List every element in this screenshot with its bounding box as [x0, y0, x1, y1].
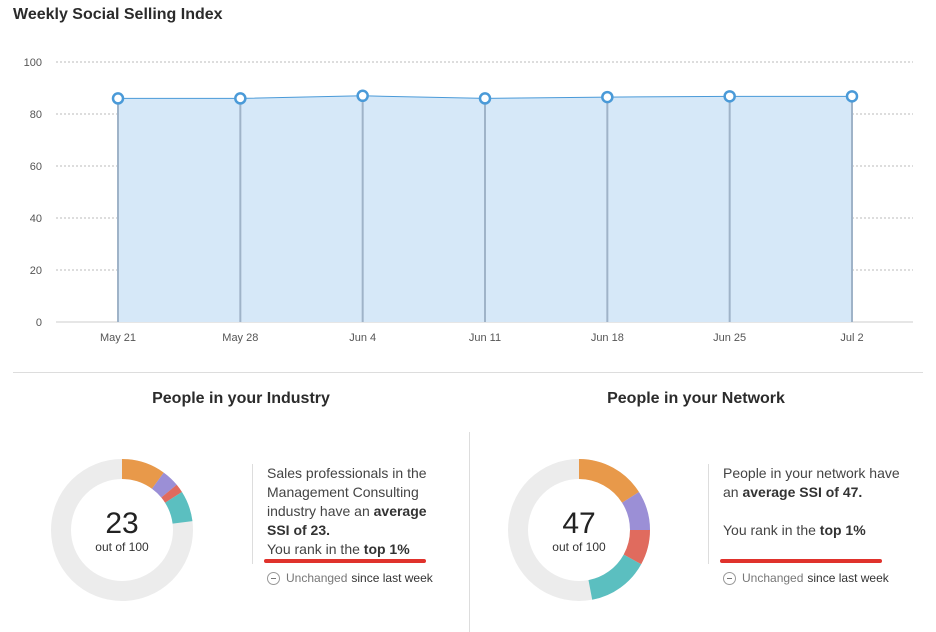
- network-panel-title: People in your Network: [607, 390, 785, 407]
- industry-desc-ssi: SSI of 23.: [267, 522, 331, 538]
- network-status-label: Unchanged: [742, 571, 804, 585]
- x-tick-label: Jul 2: [840, 332, 863, 344]
- y-tick-label: 100: [24, 57, 42, 69]
- industry-panel-title: People in your Industry: [152, 390, 330, 407]
- network-desc-line1: People in your network have: [723, 465, 900, 481]
- column-divider: [469, 432, 470, 632]
- industry-score: 23: [105, 507, 139, 540]
- industry-donut-chart: [51, 459, 193, 601]
- y-tick-label: 0: [36, 317, 42, 329]
- y-tick-label: 80: [30, 109, 42, 121]
- network-donut-chart: [508, 459, 650, 601]
- minus-circle-icon: [723, 571, 736, 585]
- data-point[interactable]: [845, 90, 859, 103]
- ssi-area-chart: 100 80 60 40 20 0 May 21 May 28 Jun 4 Jun 11 Jun 1…: [24, 57, 913, 344]
- industry-desc-line2: Management Consulting: [267, 484, 419, 500]
- industry-rank-text: You rank in the: [267, 541, 364, 557]
- data-point[interactable]: [723, 90, 736, 103]
- industry-status: Unchanged since last week: [267, 571, 433, 585]
- y-tick-label: 40: [30, 213, 42, 225]
- y-tick-label: 60: [30, 161, 42, 173]
- donut-segment: [508, 459, 650, 601]
- industry-description: Sales professionals in the Management Co…: [252, 464, 467, 564]
- minus-circle-icon: [267, 571, 280, 585]
- industry-desc-average: average: [373, 503, 427, 519]
- industry-status-label: Unchanged: [286, 571, 348, 585]
- x-tick-label: Jun 4: [349, 332, 376, 344]
- x-tick-label: May 28: [222, 332, 258, 344]
- industry-out-of: out of 100: [95, 540, 149, 554]
- network-status: Unchanged since last week: [723, 571, 889, 585]
- network-status-since: since last week: [807, 571, 889, 585]
- network-score: 47: [562, 507, 596, 540]
- donut-segment: [508, 459, 650, 601]
- network-out-of: out of 100: [552, 540, 606, 554]
- x-tick-label: Jun 11: [469, 332, 501, 344]
- section-divider: [13, 372, 923, 373]
- network-score-center: 47 out of 100: [509, 507, 649, 555]
- industry-desc-line3: industry have an: [267, 503, 374, 519]
- donut-segment: [51, 459, 193, 601]
- network-rank-text: You rank in the: [723, 522, 820, 538]
- data-point[interactable]: [111, 92, 125, 105]
- network-desc-line2: an: [723, 484, 743, 500]
- x-tick-label: May 21: [100, 332, 136, 344]
- network-rank-value: top 1%: [819, 522, 866, 538]
- network-rank-underline: [720, 559, 882, 563]
- x-tick-label: Jun 18: [591, 332, 624, 344]
- industry-score-center: 23 out of 100: [52, 507, 192, 555]
- network-description: People in your network have an average S…: [708, 464, 923, 564]
- data-point[interactable]: [234, 92, 247, 105]
- chart-title: Weekly Social Selling Index: [13, 6, 223, 23]
- network-desc-average: average SSI of 47.: [742, 484, 863, 500]
- data-point[interactable]: [478, 92, 492, 105]
- x-tick-label: Jun 25: [713, 332, 746, 344]
- industry-rank-underline: [264, 559, 426, 563]
- industry-rank-value: top 1%: [363, 541, 410, 557]
- industry-desc-line1: Sales professionals in the: [267, 465, 427, 481]
- y-tick-label: 20: [30, 265, 42, 277]
- data-point[interactable]: [601, 90, 614, 104]
- data-point[interactable]: [356, 89, 369, 103]
- industry-status-since: since last week: [351, 571, 433, 585]
